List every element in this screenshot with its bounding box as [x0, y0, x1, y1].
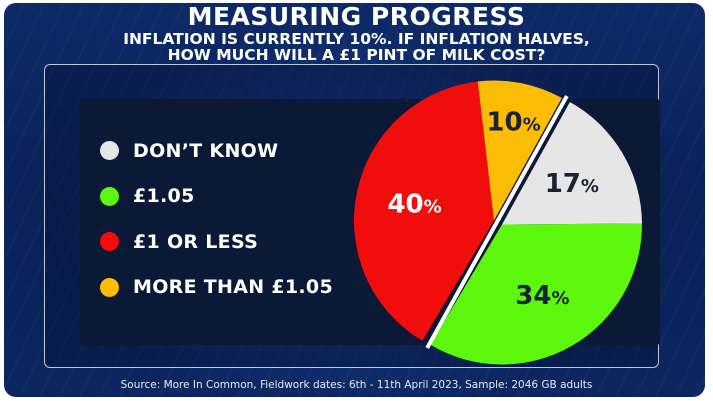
pie-label-more-than-105: 10% — [486, 108, 540, 138]
legend: DON’T KNOW £1.05 £1 OR LESS MORE THAN £1… — [100, 128, 333, 310]
chart-subtitle: INFLATION IS CURRENTLY 10%. IF INFLATION… — [0, 31, 713, 63]
legend-dot-dont-know — [100, 141, 119, 161]
legend-label-dont-know: DON’T KNOW — [133, 139, 279, 162]
source-note: Source: More In Common, Fieldwork dates:… — [120, 379, 593, 391]
pie-slice-dont-know — [502, 102, 642, 225]
pie-label-dont-know: 17% — [545, 169, 599, 199]
pie-slices — [354, 80, 642, 365]
legend-dot-105 — [100, 186, 119, 206]
legend-item-105: £1.05 — [100, 174, 333, 220]
legend-label-more-than-105: MORE THAN £1.05 — [133, 276, 333, 299]
pie-label-105: 34% — [515, 281, 569, 311]
pie-slice-105 — [430, 223, 642, 365]
legend-label-1-or-less: £1 OR LESS — [133, 230, 259, 253]
pie-label-1-or-less: 40% — [387, 190, 441, 220]
legend-item-1-or-less: £1 OR LESS — [100, 219, 333, 265]
legend-dot-1-or-less — [100, 232, 119, 252]
legend-item-more-than-105: MORE THAN £1.05 — [100, 265, 333, 311]
pie-separator-line — [425, 95, 569, 349]
pie-slice-more-than-105 — [477, 80, 562, 221]
pie-slice-1-or-less — [354, 81, 494, 341]
legend-item-dont-know: DON’T KNOW — [100, 128, 333, 174]
legend-label-105: £1.05 — [133, 185, 195, 208]
subtitle-line-2: HOW MUCH WILL A £1 PINT OF MILK COST? — [167, 46, 546, 64]
chart-title: MEASURING PROGRESS — [187, 2, 526, 31]
subtitle-line-1: INFLATION IS CURRENTLY 10%. IF INFLATION… — [123, 30, 590, 48]
pie-labels: 17% 34% 40% 10% — [387, 108, 598, 311]
legend-dot-more-than-105 — [100, 277, 119, 297]
